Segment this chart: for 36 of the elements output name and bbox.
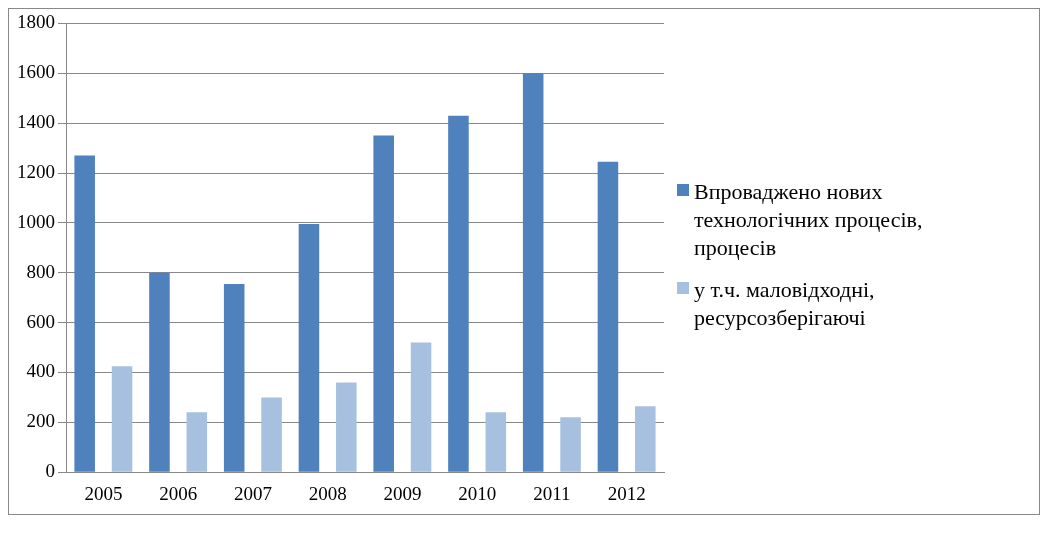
bar (485, 412, 507, 472)
bar (410, 342, 432, 472)
bar (74, 155, 95, 472)
bar (298, 224, 320, 472)
bar (261, 397, 282, 472)
bar (223, 283, 245, 472)
y-tick-label: 1000 (17, 210, 55, 232)
x-tick-label: 2005 (84, 482, 123, 504)
y-tick-label: 1800 (17, 11, 55, 33)
bar (560, 417, 581, 472)
bar (336, 382, 357, 472)
x-tick-label: 2011 (533, 482, 571, 504)
x-tick-label: 2012 (607, 482, 646, 504)
y-tick-label: 600 (26, 310, 55, 332)
y-tick-label: 800 (26, 260, 55, 282)
y-tick-label: 1600 (17, 61, 55, 83)
bar (635, 406, 656, 472)
bar (522, 73, 544, 472)
y-tick-label: 400 (26, 360, 55, 382)
bar (597, 161, 619, 472)
y-tick-label: 0 (45, 460, 55, 482)
y-tick-label: 200 (26, 410, 55, 432)
bar (448, 115, 469, 472)
bar (186, 412, 208, 472)
x-tick-label: 2007 (233, 482, 272, 504)
y-tick-label: 1200 (17, 160, 55, 182)
x-tick-label: 2006 (159, 482, 198, 504)
y-tick-label: 1400 (17, 111, 55, 133)
legend-label: Впроваджено нових технологічних процесів, процесів (694, 177, 924, 262)
x-tick-label: 2010 (458, 482, 497, 504)
bar (111, 366, 133, 472)
bar (373, 135, 394, 472)
bar (149, 272, 170, 472)
legend-label: у т.ч. маловідходні, ресурсозберігаючі (694, 275, 876, 332)
x-tick-label: 2009 (383, 482, 422, 504)
x-tick-label: 2008 (308, 482, 347, 504)
